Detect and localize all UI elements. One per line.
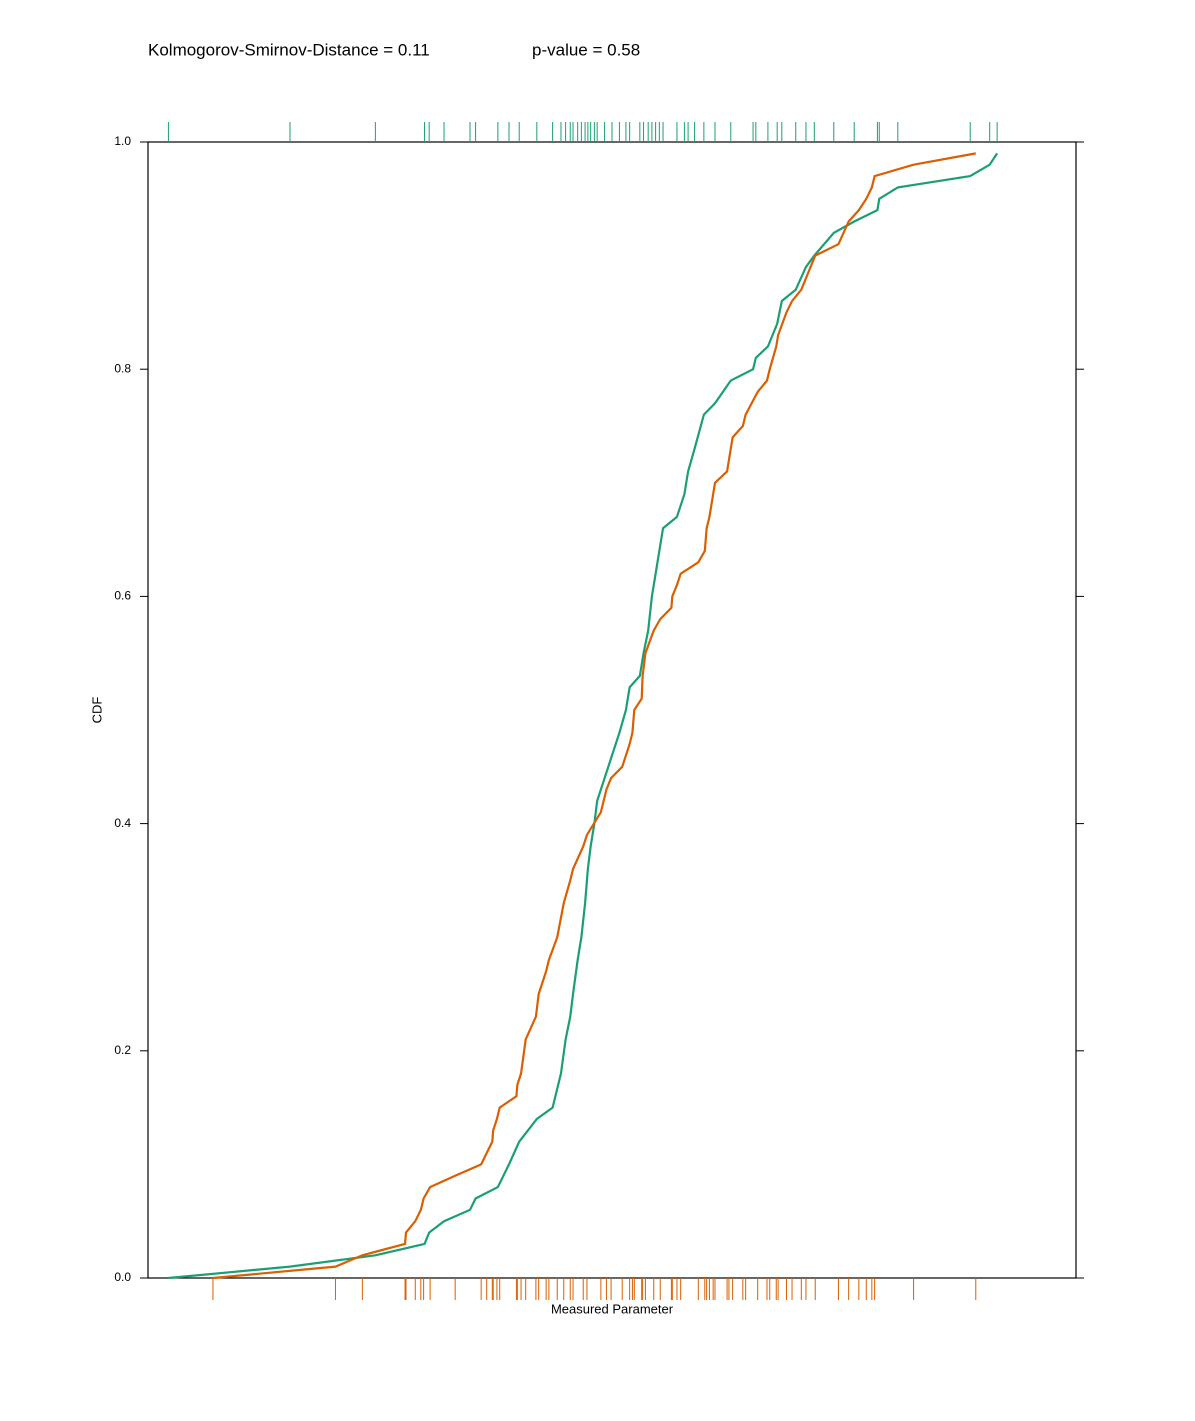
y-tick-label: 0.6 xyxy=(114,589,131,603)
x-axis-label: Measured Parameter xyxy=(551,1301,674,1316)
chart-title: Kolmogorov-Smirnov-Distance = 0.11 xyxy=(148,40,430,59)
y-tick-label: 0.4 xyxy=(114,816,131,830)
ecdf-line xyxy=(212,152,976,1280)
y-tick-label: 1.0 xyxy=(114,134,131,148)
y-tick-label: 0.2 xyxy=(114,1043,131,1057)
y-tick-label: 0.0 xyxy=(114,1270,131,1284)
plot-frame xyxy=(147,141,1077,1279)
ecdf-line xyxy=(168,152,999,1280)
chart-subtitle: p-value = 0.58 xyxy=(532,40,640,59)
y-tick-label: 0.8 xyxy=(114,361,131,375)
y-axis-label: CDF xyxy=(89,697,104,724)
